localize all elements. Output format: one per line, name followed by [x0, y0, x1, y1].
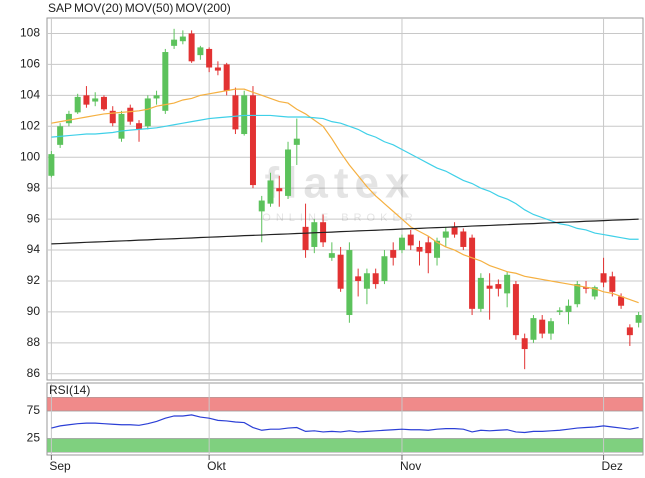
candle-body	[328, 253, 335, 258]
candle-body	[512, 284, 519, 336]
candle-body	[504, 274, 511, 294]
candle-body	[311, 222, 318, 247]
y-tick-label: 90	[27, 304, 41, 318]
candle-body	[609, 276, 616, 292]
candle-body	[188, 33, 195, 62]
candle-body	[258, 200, 265, 212]
candle-body	[92, 98, 99, 102]
candle-body	[223, 64, 230, 91]
candle-body	[635, 315, 642, 323]
candle-body	[118, 113, 125, 139]
candle-body	[197, 47, 204, 56]
candle-body	[600, 273, 607, 283]
candle-body	[451, 226, 458, 235]
candle-body	[591, 287, 598, 297]
candle-body	[398, 237, 405, 251]
candle-body	[618, 296, 625, 306]
rsi-band	[46, 438, 644, 453]
candle-body	[486, 285, 493, 289]
legend-label: MOV(200)	[175, 1, 230, 15]
candle-body	[136, 123, 143, 130]
candle-body	[416, 246, 423, 252]
candle-body	[206, 48, 213, 68]
y-tick-label: 94	[27, 242, 41, 256]
candle-body	[583, 287, 590, 289]
y-tick-label: 88	[27, 335, 41, 349]
rsi-title: RSI(14)	[49, 383, 90, 397]
x-tick-label: Okt	[207, 459, 226, 473]
candle-body	[407, 234, 414, 246]
candle-body	[355, 276, 362, 281]
ma-line	[51, 114, 639, 240]
y-tick-label: 106	[20, 57, 40, 71]
candle-body	[390, 250, 397, 258]
legend-label: MOV(50)	[125, 1, 174, 15]
candle-body	[477, 277, 484, 309]
candle-body	[100, 96, 107, 110]
candle-body	[460, 231, 467, 247]
candle-body	[162, 52, 169, 111]
rsi-line	[51, 414, 639, 434]
candle-body	[74, 96, 81, 113]
candle-body	[57, 126, 64, 145]
y-tick-label: 108	[20, 26, 40, 40]
ma-line	[51, 218, 639, 245]
rsi-band	[46, 397, 644, 412]
candle-body	[442, 231, 449, 238]
candle-body	[127, 107, 134, 122]
candle-body	[547, 321, 554, 334]
candle-body	[232, 95, 239, 130]
candle-body	[214, 67, 221, 71]
watermark-subtitle: ONLINE BROKER	[262, 212, 417, 224]
y-tick-label: 86	[27, 366, 41, 380]
candle-body	[539, 319, 546, 334]
y-tick-label: 100	[20, 149, 40, 163]
candle-body	[425, 242, 432, 254]
candle-body	[521, 338, 528, 350]
y-tick-label: 96	[27, 211, 41, 225]
candle-body	[556, 310, 563, 312]
candle-body	[48, 154, 55, 176]
candle-body	[381, 256, 388, 281]
y-tick-label: 92	[27, 273, 41, 287]
candle-body	[565, 305, 572, 312]
candle-body	[144, 98, 151, 127]
x-tick-label: Sep	[49, 459, 71, 473]
candle-body	[249, 95, 256, 186]
y-tick-label: 75	[27, 403, 41, 417]
candle-body	[179, 36, 186, 42]
candle-body	[285, 149, 292, 196]
candle-body	[241, 95, 248, 135]
candle-body	[65, 113, 72, 124]
legend-label: SAP	[48, 1, 72, 15]
y-tick-label: 104	[20, 88, 40, 102]
candle-body	[153, 95, 160, 99]
candle-body	[626, 327, 633, 336]
candle-body	[363, 273, 370, 289]
candle-body	[574, 284, 581, 305]
candle-body	[372, 273, 379, 285]
candle-body	[469, 237, 476, 309]
y-tick-label: 102	[20, 118, 40, 132]
candle-body	[109, 110, 116, 124]
x-tick-label: Nov	[400, 459, 421, 473]
candle-body	[293, 138, 300, 145]
ma-line	[51, 88, 639, 304]
candle-body	[302, 226, 309, 251]
y-tick-label: 98	[27, 180, 41, 194]
x-tick-label: Dez	[602, 459, 623, 473]
candle-body	[337, 254, 344, 289]
candle-body	[267, 180, 274, 204]
candle-body	[530, 318, 537, 340]
candle-body	[434, 240, 441, 258]
candle-body	[276, 188, 283, 192]
candle-body	[495, 284, 502, 289]
candle-body	[83, 95, 90, 105]
y-tick-label: 25	[27, 431, 41, 445]
candle-body	[346, 250, 353, 316]
legend-label: MOV(20)	[74, 1, 123, 15]
candle-body	[171, 39, 178, 46]
